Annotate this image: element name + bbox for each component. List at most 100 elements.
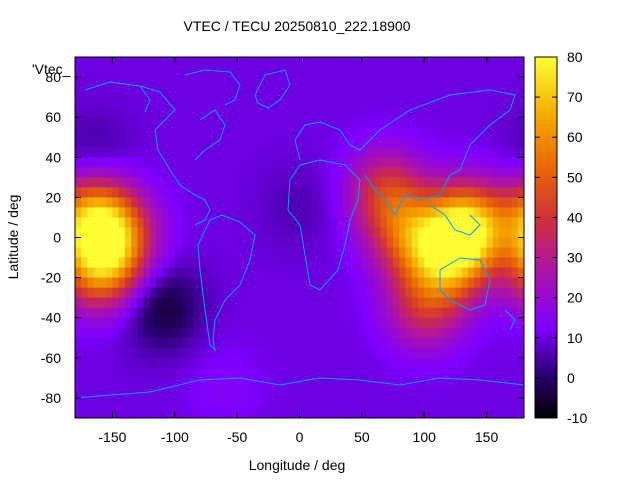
heatmap-cell (287, 247, 294, 259)
heatmap-cell (193, 347, 201, 359)
heatmap-cell (324, 127, 332, 138)
heatmap-cell (474, 177, 481, 188)
heatmap-cell (436, 237, 444, 249)
heatmap-cell (149, 337, 157, 349)
heatmap-cell (336, 317, 344, 329)
heatmap-cell (124, 257, 132, 269)
heatmap-cell (305, 57, 313, 68)
heatmap-cell (181, 167, 188, 178)
heatmap-cell (343, 57, 350, 68)
heatmap-cell (480, 187, 488, 198)
heatmap-cell (399, 277, 407, 289)
heatmap-cell (336, 267, 344, 279)
heatmap-cell (318, 407, 326, 418)
heatmap-cell (181, 377, 188, 389)
heatmap-cell (474, 127, 481, 138)
heatmap-cell (380, 287, 388, 299)
heatmap-cell (137, 247, 145, 259)
heatmap-cell (237, 157, 244, 168)
heatmap-cell (442, 267, 450, 279)
heatmap-cell (131, 157, 138, 168)
heatmap-cell (181, 257, 188, 269)
heatmap-cell (299, 327, 307, 339)
heatmap-cell (449, 337, 457, 349)
heatmap-cell (336, 377, 344, 389)
heatmap-cell (374, 167, 382, 178)
heatmap-cell (205, 297, 213, 309)
heatmap-cell (149, 377, 157, 389)
heatmap-cell (517, 227, 524, 239)
heatmap-cell (505, 327, 513, 339)
heatmap-cell (181, 227, 188, 239)
heatmap-cell (187, 67, 195, 78)
heatmap-cell (237, 317, 244, 329)
heatmap-cell (187, 397, 195, 409)
heatmap-cell (262, 347, 269, 359)
heatmap-cell (380, 257, 388, 269)
heatmap-cell (137, 217, 145, 229)
heatmap-cell (149, 327, 157, 339)
heatmap-cell (455, 97, 463, 108)
heatmap-cell (505, 107, 513, 118)
heatmap-cell (93, 97, 101, 108)
heatmap-cell (461, 87, 469, 98)
heatmap-cell (255, 167, 263, 178)
heatmap-cell (318, 87, 326, 98)
heatmap-cell (386, 227, 394, 239)
heatmap-cell (131, 227, 138, 239)
heatmap-cell (368, 167, 375, 178)
heatmap-cell (330, 377, 338, 389)
heatmap-cell (330, 197, 338, 209)
heatmap-cell (112, 217, 120, 229)
heatmap-cell (280, 197, 288, 209)
heatmap-cell (311, 57, 319, 68)
heatmap-cell (137, 157, 145, 168)
heatmap-cell (218, 317, 226, 329)
heatmap-cell (436, 177, 444, 188)
heatmap-cell (199, 327, 207, 339)
heatmap-cell (168, 247, 176, 259)
heatmap-cell (212, 387, 220, 399)
heatmap-cell (411, 197, 419, 209)
heatmap-cell (287, 117, 294, 128)
heatmap-cell (93, 287, 101, 299)
heatmap-cell (212, 177, 220, 188)
heatmap-cell (461, 257, 469, 269)
heatmap-cell (355, 137, 363, 148)
heatmap-cell (112, 57, 120, 68)
heatmap-cell (505, 147, 513, 158)
heatmap-cell (280, 107, 288, 118)
heatmap-cell (355, 267, 363, 279)
heatmap-cell (156, 277, 163, 289)
heatmap-cell (480, 177, 488, 188)
heatmap-cell (224, 367, 232, 379)
heatmap-cell (442, 287, 450, 299)
heatmap-cell (336, 97, 344, 108)
heatmap-cell (368, 387, 375, 399)
heatmap-cell (87, 167, 95, 178)
heatmap-cell (193, 87, 201, 98)
heatmap-cell (287, 237, 294, 249)
heatmap-cell (243, 157, 251, 168)
heatmap-cell (168, 357, 176, 369)
heatmap-cell (492, 147, 500, 158)
heatmap-cell (430, 187, 438, 198)
heatmap-cell (106, 107, 114, 118)
heatmap-cell (505, 207, 513, 219)
heatmap-cell (193, 147, 201, 158)
heatmap-cell (199, 187, 207, 198)
heatmap-cell (143, 177, 151, 188)
heatmap-cell (212, 367, 220, 379)
heatmap-cell (399, 237, 407, 249)
heatmap-cell (492, 387, 500, 399)
heatmap-cell (361, 217, 369, 229)
heatmap-cell (75, 387, 82, 399)
heatmap-cell (336, 337, 344, 349)
heatmap-cell (467, 147, 475, 158)
heatmap-cell (349, 227, 357, 239)
heatmap-cell (311, 327, 319, 339)
heatmap-cell (218, 357, 226, 369)
heatmap-cell (131, 367, 138, 379)
heatmap-cell (480, 167, 488, 178)
heatmap-cell (474, 377, 481, 389)
